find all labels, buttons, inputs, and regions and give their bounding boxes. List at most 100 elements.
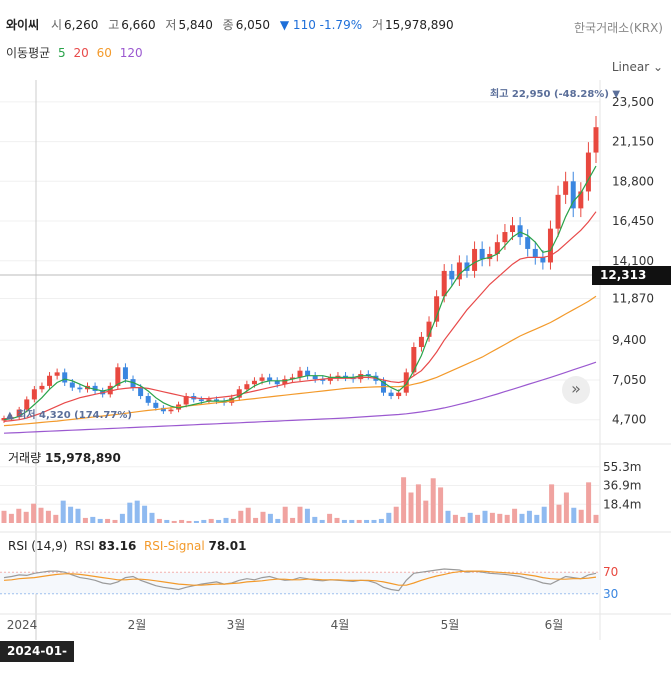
volume-bar (119, 513, 125, 523)
candle-body (251, 380, 257, 385)
price-header: 와이씨 시 6,260 고 6,660 저 5,840 종 6,050 ▼ 110 -1… (6, 16, 460, 33)
candle-body (39, 385, 45, 390)
volume-bar (408, 492, 414, 523)
candle-body (47, 375, 53, 386)
volume-bar (393, 506, 399, 523)
candle-body (244, 384, 250, 390)
volume-bar (238, 510, 244, 523)
low-value: 5,840 (178, 18, 213, 32)
volume-bar (504, 514, 510, 523)
candle-body (236, 389, 242, 398)
candle-body (289, 377, 295, 380)
volume-bar (356, 519, 362, 523)
volume-bar (430, 478, 436, 523)
volume-bar (312, 516, 318, 523)
volume-bar (304, 508, 310, 523)
double-chevron-right-icon[interactable]: » (562, 376, 590, 404)
candle-body (62, 372, 68, 383)
volume-bar (519, 513, 525, 523)
candle-body (479, 248, 485, 260)
candle-body (585, 152, 591, 192)
volume-bar (149, 512, 155, 523)
price-tick-label: 16,450 (612, 214, 654, 228)
candle-body (138, 387, 144, 397)
candle-body (69, 382, 75, 388)
candle-body (31, 389, 37, 400)
ma5-line (3, 165, 597, 421)
volume-bar (31, 503, 37, 523)
volume-bar (245, 507, 251, 523)
volume-bar (201, 519, 207, 523)
scale-mode-select[interactable]: Linear ⌄ (611, 60, 663, 74)
volume-label: 거 (371, 18, 383, 32)
volume-bar (208, 518, 214, 523)
candle-body (403, 372, 409, 393)
volume-bar (68, 506, 74, 523)
ma5-label: 5 (58, 46, 66, 60)
volume-bar (186, 520, 192, 523)
price-tick-label: 4,700 (612, 413, 646, 427)
volume-bar (260, 511, 266, 523)
candle-body (418, 336, 424, 348)
volume-bar (134, 500, 140, 523)
volume-bar (319, 519, 325, 523)
volume-bar (364, 519, 370, 523)
candle-body (502, 232, 508, 243)
volume-tick-label: 55.3m (603, 460, 641, 474)
candle-body (464, 262, 470, 271)
x-tick-label: 5월 (441, 618, 460, 632)
candle-body (487, 254, 493, 260)
candle-body (282, 379, 288, 385)
price-tick-label: 14,100 (612, 254, 654, 268)
close-label: 종 (222, 18, 234, 32)
rsi-tick-70: 70 (603, 565, 618, 579)
candle-body (563, 181, 569, 195)
ma60-line (3, 295, 597, 427)
volume-bar (82, 517, 88, 523)
volume-bar (105, 518, 111, 523)
candle-body (320, 379, 326, 381)
volume-bar (415, 484, 421, 523)
volume-bar (75, 508, 81, 523)
candle-body (305, 370, 311, 376)
candle-body (168, 409, 174, 412)
volume-bar (97, 518, 103, 523)
volume-bar (371, 519, 377, 523)
volume-bar (1, 510, 7, 523)
candle-body (388, 392, 394, 397)
volume-bar (423, 500, 429, 523)
candle-body (532, 248, 538, 258)
candle-body (472, 248, 478, 271)
candle-body (206, 399, 212, 402)
volume-bar (341, 519, 347, 523)
moving-average-legend[interactable]: 이동평균 5 20 60 120 (6, 44, 147, 61)
rsi-tick-30: 30 (603, 587, 618, 601)
volume-bar (378, 518, 384, 523)
low-label: 저 (165, 18, 177, 32)
ma-label: 이동평균 (6, 46, 51, 60)
candle-body (92, 385, 98, 391)
volume-bar (452, 514, 458, 523)
candle-body (16, 409, 22, 418)
candle-body (555, 194, 561, 229)
candle-body (396, 392, 402, 397)
volume-bar (90, 516, 96, 523)
volume-bar (349, 519, 355, 523)
volume-bar (489, 512, 495, 523)
price-tick-label: 9,400 (612, 333, 646, 347)
volume-bar (156, 518, 162, 523)
candle-body (214, 399, 220, 402)
ma120-label: 120 (119, 46, 143, 60)
volume-bar (401, 477, 407, 523)
stock-chart[interactable]: 23,500 21,150 18,800 16,450 14,100 11,870 9,40… (0, 0, 671, 662)
price-tick-label: 21,150 (612, 135, 654, 149)
rsi-line (3, 568, 597, 592)
volume-bar (586, 482, 592, 523)
volume-bar (230, 518, 236, 523)
rsi-band (0, 572, 600, 594)
volume-bar (267, 513, 273, 523)
volume-bar (563, 492, 569, 523)
candle-body (434, 296, 440, 322)
candle-body (540, 257, 546, 263)
candle-body (335, 375, 341, 378)
